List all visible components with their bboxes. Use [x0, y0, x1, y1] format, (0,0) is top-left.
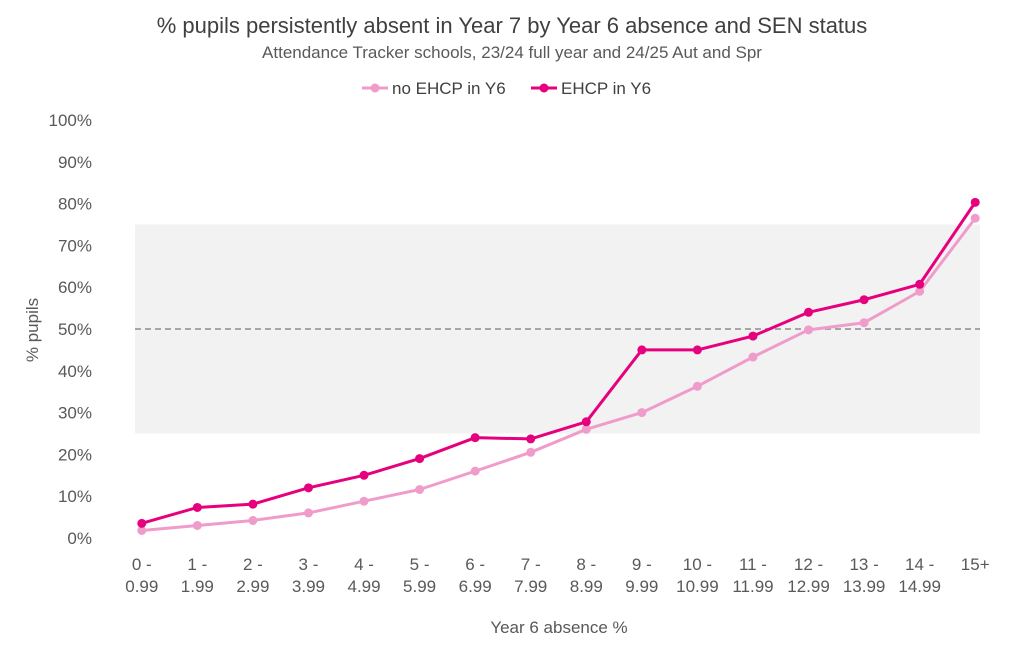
data-point-ehcp [303, 483, 313, 493]
x-axis-ticks: 0 - 0.99 1 - 1.99 2 - 2.99 3 - 3.99 4 - 4.99 5 - 5.… [125, 555, 989, 596]
x-tick-label: 11.99 [732, 577, 773, 596]
data-point-no-ehcp [415, 485, 425, 495]
legend-marker-no-ehcp [370, 83, 380, 93]
data-point-no-ehcp [859, 318, 869, 328]
data-point-no-ehcp [248, 515, 258, 525]
x-axis-label: Year 6 absence % [490, 618, 627, 637]
data-point-no-ehcp [192, 520, 202, 530]
legend-label-ehcp: EHCP in Y6 [561, 79, 651, 98]
data-point-ehcp [359, 470, 369, 480]
x-tick-label: 12.99 [787, 577, 830, 596]
data-point-ehcp [137, 518, 147, 528]
chart-subtitle: Attendance Tracker schools, 23/24 full y… [262, 43, 762, 62]
data-point-no-ehcp [915, 286, 925, 296]
y-tick-label: 60% [58, 278, 92, 297]
legend: no EHCP in Y6 EHCP in Y6 [362, 79, 651, 98]
x-tick-label: 6 - [465, 555, 485, 574]
x-tick-label: 15+ [961, 555, 990, 574]
x-tick-label: 10 - [683, 555, 712, 574]
series-layer [137, 197, 980, 535]
series-line-ehcp [141, 201, 977, 525]
data-point-no-ehcp [692, 381, 702, 391]
x-tick-label: 1.99 [181, 577, 214, 596]
x-tick-label: 3.99 [292, 577, 325, 596]
x-tick-label: 14 - [905, 555, 934, 574]
y-tick-label: 40% [58, 362, 92, 381]
data-point-no-ehcp [137, 525, 147, 535]
x-tick-label: 2.99 [236, 577, 269, 596]
data-point-ehcp [470, 433, 480, 443]
x-tick-label: 8 - [576, 555, 596, 574]
data-point-ehcp [637, 345, 647, 355]
x-tick-label: 4 - [354, 555, 374, 574]
data-point-ehcp [804, 307, 814, 317]
x-tick-label: 0.99 [125, 577, 158, 596]
data-point-no-ehcp [581, 424, 591, 434]
data-point-no-ehcp [359, 496, 369, 506]
x-tick-label: 4.99 [347, 577, 380, 596]
data-point-no-ehcp [804, 325, 814, 335]
y-tick-label: 0% [67, 529, 92, 548]
legend-marker-ehcp [539, 83, 549, 93]
data-point-no-ehcp [526, 447, 536, 457]
y-tick-label: 30% [58, 404, 92, 423]
data-point-ehcp [970, 197, 980, 207]
x-tick-label: 9.99 [625, 577, 658, 596]
x-tick-label: 12 - [794, 555, 823, 574]
y-tick-label: 50% [58, 320, 92, 339]
x-tick-label: 14.99 [898, 577, 941, 596]
y-tick-label: 20% [58, 445, 92, 464]
data-point-ehcp [692, 345, 702, 355]
x-tick-label: 3 - [299, 555, 319, 574]
data-point-ehcp [192, 502, 202, 512]
x-tick-label: 5 - [410, 555, 430, 574]
data-point-ehcp [581, 417, 591, 427]
data-point-no-ehcp [637, 408, 647, 418]
series-line-no-ehcp [141, 217, 977, 532]
y-tick-label: 10% [58, 487, 92, 506]
x-tick-label: 6.99 [459, 577, 492, 596]
data-point-ehcp [915, 279, 925, 289]
legend-label-no-ehcp: no EHCP in Y6 [392, 79, 506, 98]
data-point-ehcp [526, 434, 536, 444]
data-point-ehcp [248, 499, 258, 509]
y-tick-label: 90% [58, 153, 92, 172]
chart-title: % pupils persistently absent in Year 7 b… [157, 13, 868, 38]
data-point-no-ehcp [303, 508, 313, 518]
data-point-no-ehcp [470, 466, 480, 476]
data-point-no-ehcp [748, 352, 758, 362]
y-tick-label: 100% [49, 111, 92, 130]
x-tick-label: 0 - [132, 555, 152, 574]
data-point-ehcp [859, 295, 869, 305]
x-tick-label: 8.99 [570, 577, 603, 596]
data-point-no-ehcp [970, 213, 980, 223]
x-tick-label: 13 - [849, 555, 878, 574]
x-tick-label: 13.99 [843, 577, 886, 596]
x-tick-label: 5.99 [403, 577, 436, 596]
x-tick-label: 9 - [632, 555, 652, 574]
y-tick-label: 70% [58, 236, 92, 255]
x-tick-label: 7.99 [514, 577, 547, 596]
y-axis-ticks: 0% 10% 20% 30% 40% 50% 60% 70% 80% 90% 100% [49, 111, 92, 548]
data-point-ehcp [415, 454, 425, 464]
data-point-ehcp [748, 331, 758, 341]
x-tick-label: 7 - [521, 555, 541, 574]
y-axis-label: % pupils [23, 298, 42, 362]
x-tick-label: 11 - [739, 555, 767, 574]
x-tick-label: 10.99 [676, 577, 719, 596]
y-tick-label: 80% [58, 195, 92, 214]
x-tick-label: 2 - [243, 555, 263, 574]
x-tick-label: 1 - [187, 555, 207, 574]
